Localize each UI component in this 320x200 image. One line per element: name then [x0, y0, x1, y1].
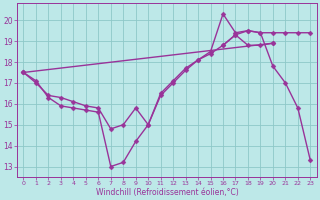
X-axis label: Windchill (Refroidissement éolien,°C): Windchill (Refroidissement éolien,°C): [96, 188, 238, 197]
